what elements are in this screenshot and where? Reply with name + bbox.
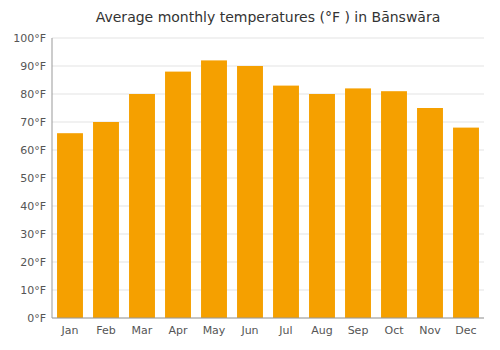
y-tick-label: 10°F: [20, 284, 46, 297]
bar: [93, 122, 119, 318]
grid-line: [52, 66, 484, 67]
y-tick-label: 100°F: [13, 32, 46, 45]
x-tick-label: May: [203, 324, 226, 337]
y-tick-label: 90°F: [20, 60, 46, 73]
grid-line: [52, 318, 484, 319]
x-tick-label: Sep: [348, 324, 369, 337]
y-tick-label: 60°F: [20, 144, 46, 157]
bar: [237, 66, 263, 318]
x-tick-label: Jul: [278, 324, 292, 337]
x-tick-label: Oct: [384, 324, 404, 337]
bar: [165, 72, 191, 318]
title: Average monthly temperatures (°F ) in Bā…: [96, 9, 441, 25]
bar: [201, 60, 227, 318]
bar: [309, 94, 335, 318]
y-tick-label: 30°F: [20, 228, 46, 241]
bar: [381, 91, 407, 318]
y-axis: 0°F 10°F 20°F 30°F 40°F 50°F 60°F 70°F 80°F 90°F 1…: [13, 32, 46, 325]
bar: [417, 108, 443, 318]
x-axis-line: [52, 318, 484, 319]
x-tick-label: Apr: [168, 324, 188, 337]
grid-line: [52, 38, 484, 39]
x-tick-label: Nov: [419, 324, 441, 337]
y-tick-label: 20°F: [20, 256, 46, 269]
chart: Average monthly temperatures (°F ) in Bā…: [0, 0, 500, 350]
bar: [453, 128, 479, 318]
x-tick-label: Feb: [96, 324, 115, 337]
bar: [129, 94, 155, 318]
x-axis: Jan Feb Mar Apr May Jun Jul Aug Sep Oct Nov Dec: [61, 324, 477, 337]
y-tick-label: 80°F: [20, 88, 46, 101]
grid: [52, 38, 484, 318]
bar: [273, 86, 299, 318]
x-tick-label: Mar: [132, 324, 153, 337]
grid-line: [52, 94, 484, 95]
bar: [57, 133, 83, 318]
y-tick-label: 40°F: [20, 200, 46, 213]
bars: [57, 60, 479, 318]
y-tick-label: 50°F: [20, 172, 46, 185]
bar: [345, 88, 371, 318]
x-tick-label: Dec: [455, 324, 476, 337]
x-tick-label: Jan: [61, 324, 79, 337]
x-tick-label: Aug: [311, 324, 332, 337]
y-axis-line: [52, 38, 53, 318]
chart-container: Average monthly temperatures (°F ) in Bā…: [0, 0, 500, 350]
x-tick-label: Jun: [240, 324, 258, 337]
y-tick-label: 0°F: [27, 312, 46, 325]
y-tick-label: 70°F: [20, 116, 46, 129]
